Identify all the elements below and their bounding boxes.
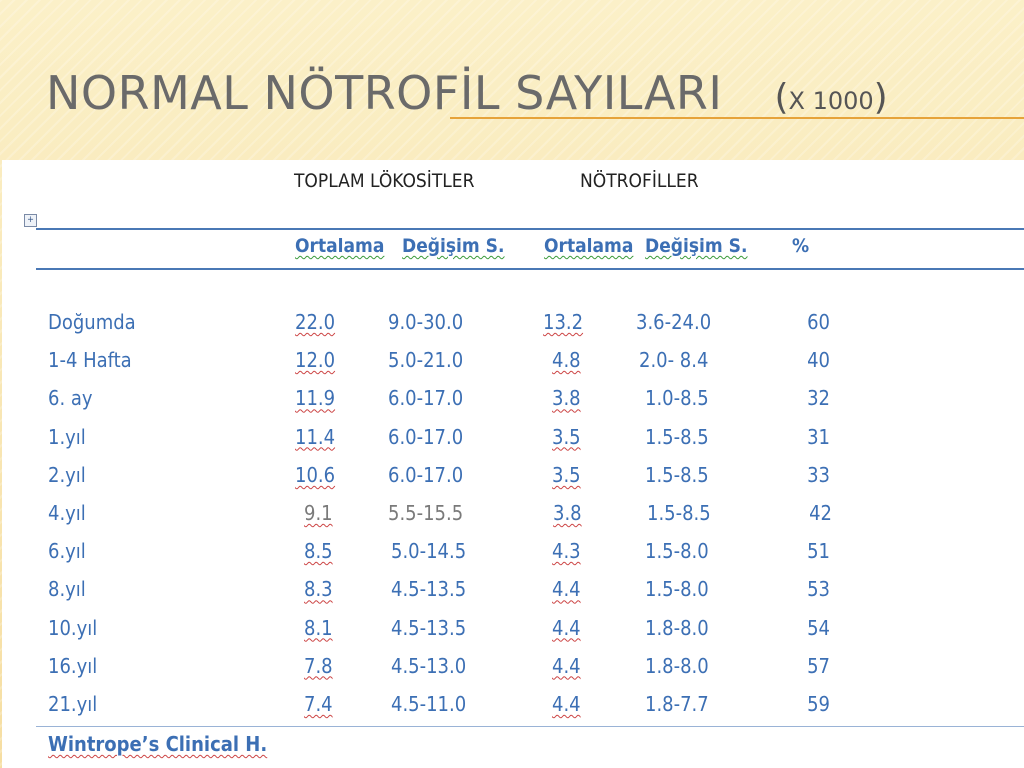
cell-wbc-mean: 9.1 bbox=[304, 500, 333, 525]
cell-wbc-range: 4.5-13.5 bbox=[391, 577, 467, 602]
cell-wbc-range: 4.5-13.0 bbox=[391, 653, 467, 678]
cell-percent: 51 bbox=[807, 539, 830, 564]
cell-wbc-mean: 8.1 bbox=[304, 615, 333, 640]
group-header-wbc: TOPLAM LÖKOSİTLER bbox=[294, 170, 475, 192]
cell-wbc-range: 5.0-21.0 bbox=[388, 348, 464, 373]
slide-title-area: NORMAL NÖTROFİL SAYILARI (X 1000) bbox=[46, 66, 888, 146]
cell-neut-mean: 13.2 bbox=[543, 310, 584, 334]
cell-wbc-mean: 8.5 bbox=[304, 539, 333, 564]
cell-wbc-range: 5.5-15.5 bbox=[388, 500, 464, 525]
column-header-row: Ortalama Değişim S. Ortalama Değişim S. … bbox=[2, 235, 1024, 263]
title-unit-text: X 1000 bbox=[788, 87, 874, 115]
cell-wbc-mean: 10.6 bbox=[295, 462, 336, 487]
col-header-neut-mean: Ortalama bbox=[544, 235, 634, 257]
cell-wbc-mean: 12.0 bbox=[295, 348, 336, 373]
table-top-rule bbox=[36, 228, 1024, 230]
cell-percent: 60 bbox=[807, 310, 830, 334]
cell-wbc-mean: 11.9 bbox=[295, 386, 336, 411]
cell-wbc-mean: 7.4 bbox=[304, 691, 333, 716]
table-row: 2.yıl 10.6 6.0-17.0 3.5 1.5-8.5 33 bbox=[2, 463, 1024, 501]
cell-neut-range: 1.5-8.0 bbox=[645, 577, 709, 602]
cell-age: Doğumda bbox=[48, 310, 136, 334]
cell-percent: 32 bbox=[807, 386, 830, 411]
cell-age: 6.yıl bbox=[48, 539, 86, 564]
table-row: 8.yıl 8.3 4.5-13.5 4.4 1.5-8.0 53 bbox=[2, 577, 1024, 615]
cell-neut-mean: 3.8 bbox=[553, 500, 582, 525]
cell-age: 10.yıl bbox=[48, 615, 98, 640]
cell-age: 8.yıl bbox=[48, 577, 86, 602]
cell-wbc-mean: 11.4 bbox=[295, 424, 336, 449]
cell-wbc-mean: 7.8 bbox=[304, 653, 333, 678]
table-row: 6. ay 11.9 6.0-17.0 3.8 1.0-8.5 32 bbox=[2, 386, 1024, 424]
cell-neut-mean: 4.4 bbox=[552, 691, 581, 716]
cell-age: 16.yıl bbox=[48, 653, 98, 678]
cell-percent: 53 bbox=[807, 577, 830, 602]
cell-age: 4.yıl bbox=[48, 500, 86, 525]
table-source-note: Wintrope’s Clinical H. bbox=[48, 732, 268, 756]
cell-wbc-range: 6.0-17.0 bbox=[388, 424, 464, 449]
cell-neut-range: 3.6-24.0 bbox=[636, 310, 712, 334]
cell-age: 1.yıl bbox=[48, 424, 86, 449]
cell-wbc-range: 4.5-11.0 bbox=[391, 691, 467, 716]
col-header-neut-range: Değişim S. bbox=[645, 235, 748, 257]
cell-wbc-mean: 8.3 bbox=[304, 577, 333, 602]
slide-title: NORMAL NÖTROFİL SAYILARI bbox=[46, 66, 723, 120]
col-header-wbc-range: Değişim S. bbox=[402, 235, 505, 257]
table-row: 1-4 Hafta 12.0 5.0-21.0 4.8 2.0- 8.4 40 bbox=[2, 348, 1024, 386]
cell-wbc-range: 5.0-14.5 bbox=[391, 539, 467, 564]
cell-percent: 42 bbox=[809, 500, 832, 525]
table-bottom-rule bbox=[36, 726, 1024, 727]
move-handle-icon[interactable]: + bbox=[24, 214, 37, 227]
cell-percent: 40 bbox=[807, 348, 830, 373]
cell-age: 21.yıl bbox=[48, 691, 98, 716]
cell-wbc-mean: 22.0 bbox=[295, 310, 336, 334]
cell-neut-range: 1.8-8.0 bbox=[645, 615, 709, 640]
col-header-wbc-mean: Ortalama bbox=[295, 235, 385, 257]
group-header-row: TOPLAM LÖKOSİTLER NÖTROFİLLER bbox=[2, 170, 1024, 200]
cell-wbc-range: 4.5-13.5 bbox=[391, 615, 467, 640]
cell-wbc-range: 6.0-17.0 bbox=[388, 462, 464, 487]
table-row: 4.yıl 9.1 5.5-15.5 3.8 1.5-8.5 42 bbox=[2, 501, 1024, 539]
cell-neut-mean: 4.4 bbox=[552, 615, 581, 640]
table-header-rule bbox=[36, 268, 1024, 270]
cell-percent: 31 bbox=[807, 424, 830, 449]
cell-neut-range: 1.0-8.5 bbox=[645, 386, 709, 411]
table-row: 6.yıl 8.5 5.0-14.5 4.3 1.5-8.0 51 bbox=[2, 539, 1024, 577]
table-row: 1.yıl 11.4 6.0-17.0 3.5 1.5-8.5 31 bbox=[2, 425, 1024, 463]
cell-percent: 54 bbox=[807, 615, 830, 640]
cell-wbc-range: 9.0-30.0 bbox=[388, 310, 464, 334]
cell-percent: 33 bbox=[807, 462, 830, 487]
table-row: 10.yıl 8.1 4.5-13.5 4.4 1.8-8.0 54 bbox=[2, 616, 1024, 654]
table-panel: TOPLAM LÖKOSİTLER NÖTROFİLLER + Ortalama… bbox=[2, 160, 1024, 768]
cell-neut-range: 1.8-7.7 bbox=[645, 691, 709, 716]
cell-neut-range: 2.0- 8.4 bbox=[639, 348, 709, 373]
slide-title-unit: (X 1000) bbox=[774, 77, 888, 118]
title-accent-rule bbox=[450, 117, 1024, 119]
cell-neut-range: 1.8-8.0 bbox=[645, 653, 709, 678]
cell-neut-mean: 4.4 bbox=[552, 653, 581, 678]
cell-wbc-range: 6.0-17.0 bbox=[388, 386, 464, 411]
table-row: Doğumda 22.0 9.0-30.0 13.2 3.6-24.0 60 bbox=[2, 310, 1024, 348]
col-header-percent: % bbox=[792, 235, 810, 257]
cell-neut-mean: 4.8 bbox=[552, 348, 581, 373]
group-header-neutrophils: NÖTROFİLLER bbox=[580, 170, 699, 192]
cell-age: 6. ay bbox=[48, 386, 93, 411]
cell-neut-mean: 4.4 bbox=[552, 577, 581, 602]
cell-neut-mean: 3.5 bbox=[552, 462, 581, 487]
cell-neut-mean: 3.8 bbox=[552, 386, 581, 411]
table-body: Doğumda 22.0 9.0-30.0 13.2 3.6-24.0 60 1… bbox=[2, 310, 1024, 730]
cell-neut-range: 1.5-8.5 bbox=[647, 500, 711, 525]
table-row: 21.yıl 7.4 4.5-11.0 4.4 1.8-7.7 59 bbox=[2, 692, 1024, 730]
cell-neut-range: 1.5-8.0 bbox=[645, 539, 709, 564]
cell-age: 2.yıl bbox=[48, 462, 86, 487]
cell-neut-mean: 3.5 bbox=[552, 424, 581, 449]
cell-neut-range: 1.5-8.5 bbox=[645, 462, 709, 487]
cell-percent: 59 bbox=[807, 691, 830, 716]
cell-percent: 57 bbox=[807, 653, 830, 678]
cell-age: 1-4 Hafta bbox=[48, 348, 132, 373]
table-row: 16.yıl 7.8 4.5-13.0 4.4 1.8-8.0 57 bbox=[2, 654, 1024, 692]
cell-neut-range: 1.5-8.5 bbox=[645, 424, 709, 449]
cell-neut-mean: 4.3 bbox=[552, 539, 581, 564]
